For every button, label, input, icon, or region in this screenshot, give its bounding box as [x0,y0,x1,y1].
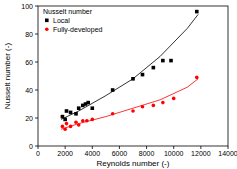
point [90,106,94,110]
legend-label: Fully-developed [53,26,103,34]
point [195,10,199,14]
y-tick-label: 40 [25,87,33,94]
y-tick-label: 0 [29,143,33,150]
y-tick-label: 80 [25,31,33,38]
legend: Nusselt number Local Fully-developed [43,8,103,34]
x-tick-label: 2000 [57,150,73,157]
point [141,73,145,77]
x-tick [38,146,39,149]
point [141,105,145,109]
point [77,123,81,127]
legend-marker [45,19,49,23]
fit-line [61,79,198,129]
point [65,109,69,113]
point [169,59,173,63]
point [152,66,156,70]
y-tick-label: 100 [21,3,33,10]
point [152,104,156,108]
x-tick [228,146,229,149]
point [74,120,78,124]
x-tick-label: 10000 [164,150,184,157]
point [86,101,90,105]
point [65,122,69,126]
point [77,106,81,110]
point [81,119,85,123]
y-tick [35,118,38,119]
y-tick [35,146,38,147]
x-tick [200,146,201,149]
point [111,88,115,92]
x-tick [119,146,120,149]
legend-label: Local [53,17,70,24]
x-tick [65,146,66,149]
x-tick-label: 14000 [218,150,237,157]
point [131,109,135,113]
chart: 0 2000 4000 6000 8000 10000 12000 14000 0 20 40 60 8… [0,0,237,169]
point [61,125,65,129]
x-tick-label: 8000 [139,150,155,157]
point [161,101,165,105]
point [161,59,165,63]
legend-title: Nusselt number [43,8,93,15]
point [111,112,115,116]
point [69,125,73,129]
x-tick [146,146,147,149]
point [195,76,199,80]
y-tick [35,34,38,35]
y-tick-label: 60 [25,59,33,66]
x-tick-label: 6000 [112,150,128,157]
point [69,111,73,115]
y-tick [35,90,38,91]
y-tick-label: 20 [25,115,33,122]
y-tick [35,62,38,63]
point [63,118,67,122]
point [63,127,67,131]
y-tick [35,6,38,7]
x-tick [173,146,174,149]
x-tick-label: 12000 [191,150,211,157]
legend-marker [45,28,49,32]
plot-frame [38,6,228,146]
point [85,119,89,123]
x-axis-label: Reynolds number (-) [97,159,170,168]
point [131,77,135,81]
x-tick-label: 4000 [84,150,100,157]
point [172,97,176,101]
x-tick [92,146,93,149]
point [90,118,94,122]
x-tick-label: 0 [36,150,40,157]
y-axis-label: Nusselt number (-) [3,43,12,110]
point [74,112,78,116]
